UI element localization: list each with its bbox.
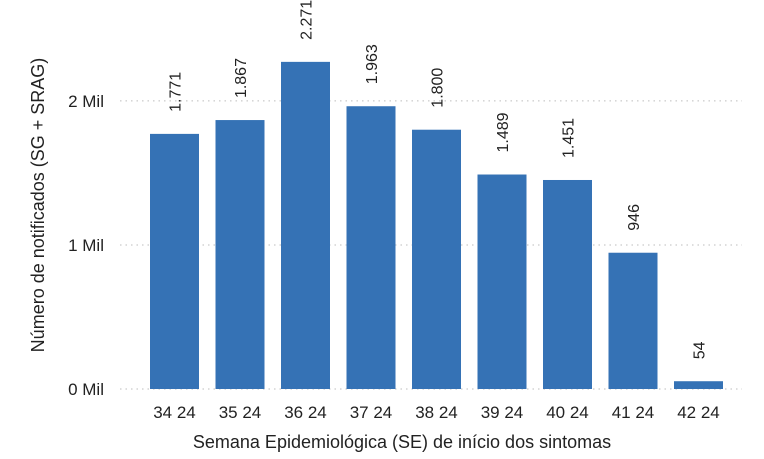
data-label: 1.771 xyxy=(168,72,185,112)
x-tick-label: 41 24 xyxy=(612,403,655,422)
x-tick-label: 37 24 xyxy=(350,403,393,422)
x-axis-ticks: 34 24 35 24 36 24 37 24 38 24 39 24 40 24 41 24… xyxy=(153,403,720,422)
y-axis-title: Número de notificados (SG + SRAG) xyxy=(28,58,48,353)
y-axis-ticks: 0 Mil 1 Mil 2 Mil xyxy=(68,92,104,399)
data-label: 1.800 xyxy=(430,68,447,108)
data-label: 1.451 xyxy=(561,118,578,158)
data-label: 1.963 xyxy=(364,44,381,84)
y-tick-label: 1 Mil xyxy=(68,236,104,255)
y-tick-label: 2 Mil xyxy=(68,92,104,111)
data-labels: 1.771 1.867 2.271 1.963 1.800 1.489 1.451 946 54 xyxy=(168,0,709,359)
bar xyxy=(543,179,592,389)
bar xyxy=(150,133,199,389)
bar xyxy=(281,61,330,389)
bar xyxy=(346,106,396,389)
x-tick-label: 35 24 xyxy=(219,403,262,422)
x-axis-title: Semana Epidemiológica (SE) de início dos… xyxy=(193,432,611,452)
x-tick-label: 34 24 xyxy=(153,403,196,422)
bar xyxy=(674,381,723,389)
x-tick-label: 36 24 xyxy=(284,403,327,422)
data-label: 54 xyxy=(692,341,709,359)
data-label: 2.271 xyxy=(299,0,316,40)
x-tick-label: 38 24 xyxy=(415,403,458,422)
x-tick-label: 40 24 xyxy=(546,403,589,422)
x-tick-label: 42 24 xyxy=(677,403,720,422)
data-label: 1.867 xyxy=(233,58,250,98)
bar xyxy=(608,252,658,389)
bar xyxy=(477,174,527,389)
bar xyxy=(412,129,461,389)
y-tick-label: 0 Mil xyxy=(68,380,104,399)
data-label: 946 xyxy=(626,204,643,231)
bars xyxy=(150,61,723,389)
data-label: 1.489 xyxy=(495,112,512,152)
x-tick-label: 39 24 xyxy=(481,403,524,422)
bar xyxy=(215,120,265,389)
